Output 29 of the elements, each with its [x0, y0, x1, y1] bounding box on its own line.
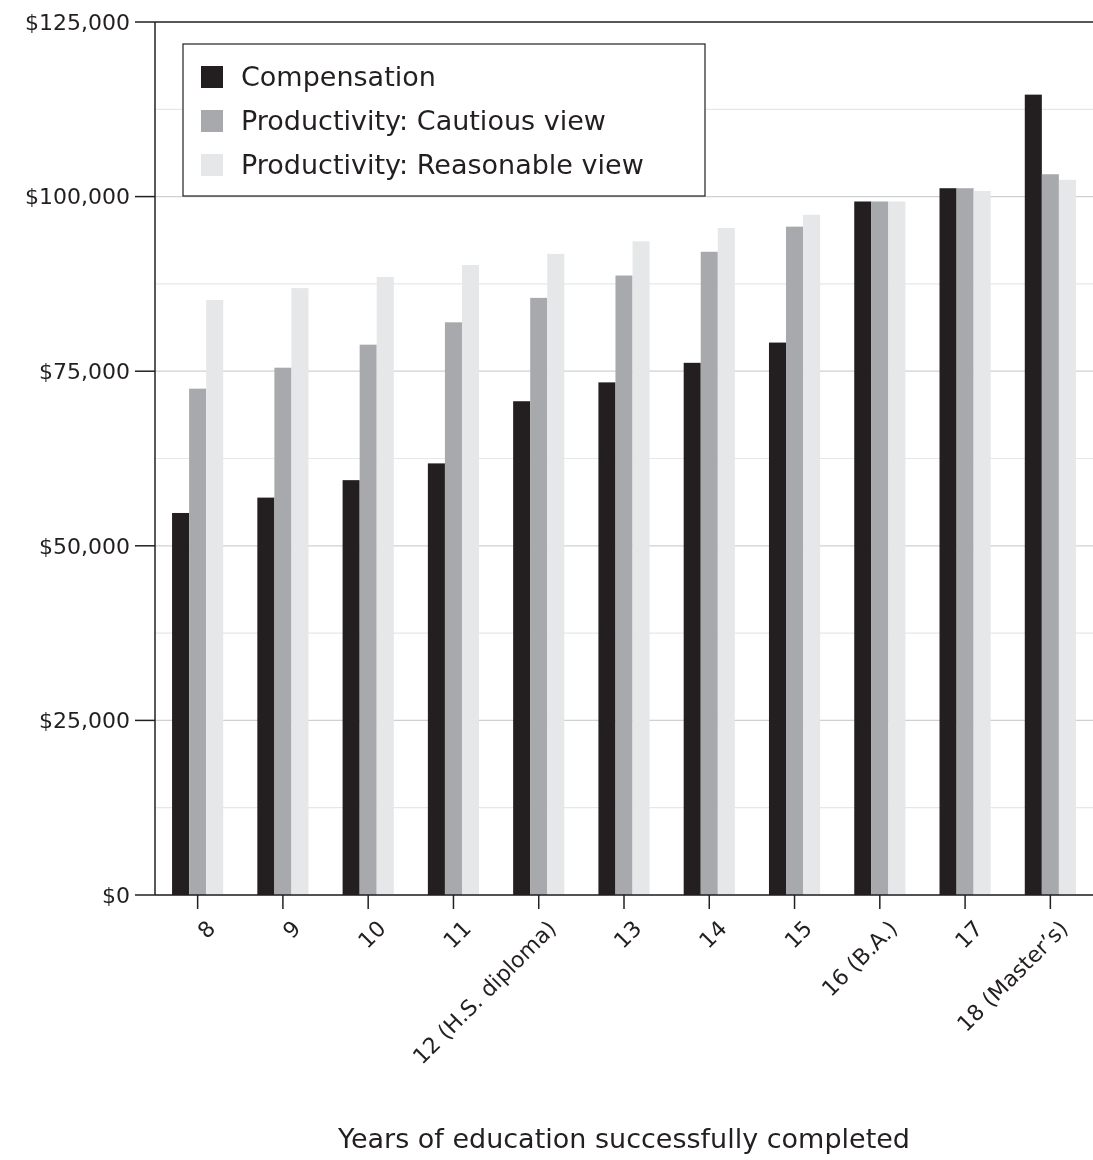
y-tick-label: $100,000 [25, 184, 130, 210]
bar [956, 188, 974, 895]
legend-label: Productivity: Reasonable view [241, 149, 644, 181]
x-tick-label: 9 [277, 915, 306, 944]
y-tick-label: $25,000 [39, 708, 130, 734]
bar [700, 251, 718, 895]
x-tick-label: 13 [608, 915, 647, 954]
x-tick-label: 14 [694, 915, 732, 954]
bar [1041, 174, 1059, 895]
y-tick-label: $0 [102, 882, 130, 908]
bar [871, 201, 889, 895]
legend-label: Compensation [241, 61, 436, 93]
y-tick-label: $50,000 [39, 533, 130, 559]
bar [786, 226, 804, 895]
bar [615, 275, 633, 895]
x-tick-label: 10 [353, 915, 391, 954]
bar [530, 297, 548, 895]
x-tick-label: 11 [438, 915, 476, 954]
y-tick-label: $75,000 [39, 358, 130, 384]
x-tick-label: 17 [950, 915, 988, 954]
y-tick-label: $125,000 [25, 9, 130, 35]
bar [189, 388, 207, 895]
bar [274, 367, 292, 895]
x-axis-title: Years of education successfully completed [336, 1123, 911, 1154]
bar [359, 344, 377, 895]
legend-label: Productivity: Cautious view [241, 105, 606, 137]
bar [444, 322, 462, 895]
x-tick-label: 8 [192, 915, 221, 944]
x-tick-label: 15 [779, 915, 817, 954]
